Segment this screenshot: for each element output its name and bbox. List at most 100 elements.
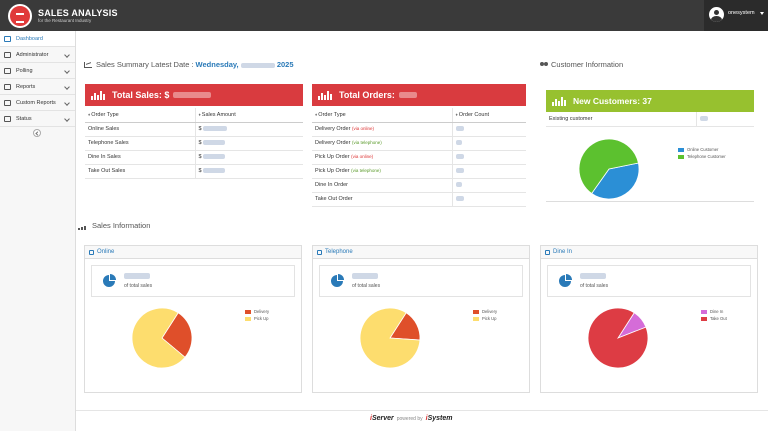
footer: iServer powered by iSystem: [370, 415, 452, 422]
legend-swatch: [245, 309, 251, 314]
bar-chart-icon: [552, 96, 568, 106]
redacted-text: [455, 154, 464, 160]
stat-box: of total sales: [319, 265, 523, 297]
dine-in-sales-panel: Dine In of total sales Dine In Take Out: [540, 245, 758, 393]
pie-chart-icon: [331, 274, 344, 287]
legend-swatch: [701, 309, 707, 314]
product-logo: iServer: [370, 415, 394, 422]
table-row: Take Out Order: [312, 192, 526, 207]
sidebar-item-label: Reports: [16, 83, 36, 90]
monitor-icon: [4, 51, 11, 58]
column-header-order-type[interactable]: ♦Order Type: [312, 108, 452, 123]
bar-chart-icon: [78, 221, 87, 230]
column-header-order-type[interactable]: ♦Order Type: [85, 108, 195, 123]
dine-in-legend: Dine In Take Out: [701, 308, 727, 322]
table-row: Delivery Order (via telephone): [312, 136, 526, 151]
pie-slice[interactable]: [131, 307, 186, 369]
company-logo: iSystem: [425, 415, 453, 422]
sidebar-item-reports[interactable]: Reports: [0, 79, 75, 95]
online-pie-chart: [131, 307, 193, 369]
caret-down-icon: [760, 12, 764, 15]
new-customers-header: New Customers: 37: [546, 90, 754, 112]
custom-report-icon: [4, 99, 11, 106]
sidebar-item-status[interactable]: Status: [0, 111, 75, 127]
sidebar-item-label: Administrator: [16, 51, 49, 58]
table-row: Dine In Order: [312, 178, 526, 193]
table-row: Take Out Sales $: [85, 164, 303, 179]
redacted-text: [203, 168, 226, 174]
sidebar-item-administrator[interactable]: Administrator: [0, 47, 75, 63]
orders-table: ♦Order Type ♦Order Count Delivery Order …: [312, 108, 526, 207]
online-legend: Delivery Pick Up: [245, 308, 269, 322]
redacted-text: [203, 140, 226, 146]
table-row: Existing customer: [546, 112, 754, 127]
table-header-row: ♦Order Type ♦Order Count: [312, 108, 526, 123]
stat-box: of total sales: [91, 265, 295, 297]
sidebar-item-label: Polling: [16, 67, 33, 74]
total-sales-header: Total Sales: $: [85, 84, 303, 106]
sidebar-collapse-button[interactable]: [33, 129, 41, 137]
report-icon: [4, 83, 11, 90]
chevron-down-icon: [64, 100, 70, 106]
utensils-icon: [545, 249, 550, 255]
total-orders-header: Total Orders:: [312, 84, 526, 106]
latest-date: Wednesday, 2025: [195, 60, 294, 69]
telephone-sales-panel: Telephone of total sales Delivery Pick U…: [312, 245, 530, 393]
column-header-order-count[interactable]: ♦Order Count: [451, 108, 526, 123]
pie-slice[interactable]: [587, 307, 649, 369]
powered-by-text: powered by: [396, 415, 423, 422]
redacted-text: [699, 115, 708, 121]
redacted-text: [203, 154, 226, 160]
user-menu[interactable]: onesystem: [704, 0, 768, 31]
footer-divider: [76, 410, 768, 411]
legend-swatch: [473, 309, 479, 314]
legend-swatch: [678, 154, 684, 159]
panel-header: Telephone: [313, 246, 529, 259]
pie-slice[interactable]: [161, 312, 193, 358]
chevron-down-icon: [64, 52, 70, 58]
pie-chart-icon: [559, 274, 572, 287]
sidebar-item-dashboard[interactable]: Dashboard: [0, 31, 75, 47]
sidebar-item-custom-reports[interactable]: Custom Reports: [0, 95, 75, 111]
top-bar: SALES ANALYSIS for the Restaurant Indust…: [0, 0, 768, 31]
legend-swatch: [473, 316, 479, 321]
brand-logo[interactable]: [8, 4, 32, 28]
customer-legend: Online Customer Telephone Customer: [678, 146, 726, 160]
redacted-text: [398, 92, 417, 98]
redacted-text: [203, 126, 228, 132]
phone-icon: [317, 249, 322, 255]
bar-chart-icon: [91, 90, 107, 100]
redacted-text: [352, 273, 378, 279]
sales-table: ♦Order Type ♦Sales Amount Online Sales $…: [85, 108, 303, 179]
redacted-text: [455, 196, 464, 202]
pie-slice[interactable]: [359, 307, 421, 369]
redacted-text: [580, 273, 606, 279]
sidebar-item-polling[interactable]: Polling: [0, 63, 75, 79]
sidebar-item-label: Dashboard: [16, 35, 43, 42]
pie-slice[interactable]: [591, 162, 640, 200]
table-row: Pick Up Order (via online): [312, 150, 526, 165]
redacted-text: [240, 62, 275, 68]
list-icon: [4, 67, 11, 74]
users-icon: [540, 61, 548, 68]
dashboard-icon: [4, 35, 11, 42]
legend-swatch: [245, 316, 251, 321]
redacted-text: [455, 126, 464, 132]
chevron-down-icon: [64, 68, 70, 74]
pie-slice[interactable]: [578, 138, 639, 195]
table-row: Dine In Sales $: [85, 150, 303, 165]
chevron-down-icon: [64, 84, 70, 90]
sidebar-item-label: Custom Reports: [16, 99, 56, 106]
monitor-icon: [89, 249, 94, 255]
table-row: Telephone Sales $: [85, 136, 303, 151]
column-header-sales-amount[interactable]: ♦Sales Amount: [194, 108, 303, 123]
stat-box: of total sales: [547, 265, 751, 297]
telephone-legend: Delivery Pick Up: [473, 308, 497, 322]
sidebar-item-label: Status: [16, 115, 32, 122]
redacted-text: [124, 273, 150, 279]
customer-table: Existing customer: [546, 112, 754, 127]
legend-swatch: [678, 147, 684, 152]
sales-info-title: Sales Information: [78, 221, 150, 230]
customer-info-title: Customer Information: [540, 60, 623, 69]
online-sales-panel: Online of total sales Delivery Pick Up: [84, 245, 302, 393]
